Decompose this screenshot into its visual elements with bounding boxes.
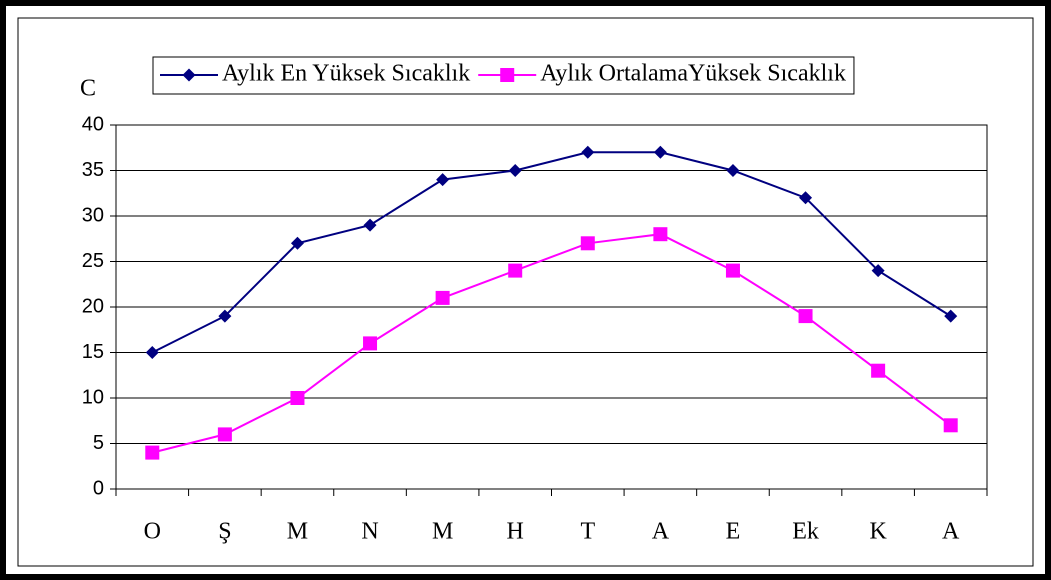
data-point xyxy=(145,346,159,359)
y-tick-label: 5 xyxy=(93,432,104,454)
data-point xyxy=(943,418,958,433)
data-point xyxy=(435,290,450,305)
legend-label: Aylık OrtalamaYüksek Sıcaklık xyxy=(540,61,846,87)
series-line xyxy=(151,151,952,354)
x-tick-label: M xyxy=(287,519,308,545)
legend-marker xyxy=(500,68,515,82)
data-point xyxy=(581,145,595,159)
y-tick-label: 40 xyxy=(82,113,104,135)
data-point xyxy=(580,236,595,251)
x-tick-label: E xyxy=(726,519,741,545)
data-point xyxy=(798,309,813,324)
y-tick-label: 15 xyxy=(82,341,104,363)
x-tick-label: T xyxy=(580,519,595,545)
x-tick-label: M xyxy=(432,519,453,545)
x-tick-label: N xyxy=(361,519,378,545)
data-point xyxy=(653,145,667,159)
x-tick-label: A xyxy=(942,519,960,545)
data-point xyxy=(217,427,232,442)
data-point xyxy=(944,309,958,323)
data-point xyxy=(508,263,523,278)
data-point xyxy=(290,236,304,250)
y-tick-label: 10 xyxy=(82,386,104,408)
data-point xyxy=(725,263,740,278)
data-point xyxy=(363,336,378,351)
x-tick-label: Ek xyxy=(792,519,819,545)
y-tick-label: 25 xyxy=(82,250,104,272)
data-point xyxy=(363,218,377,232)
y-tick-label: 30 xyxy=(82,204,104,226)
data-point xyxy=(436,173,450,187)
legend-marker xyxy=(182,68,196,82)
data-point xyxy=(726,164,740,177)
y-axis-label: C xyxy=(80,76,96,102)
x-tick-label: Ş xyxy=(218,519,231,545)
data-point xyxy=(653,227,668,242)
data-point xyxy=(799,191,813,205)
y-tick-label: 35 xyxy=(82,159,104,181)
data-point xyxy=(871,363,886,378)
data-point xyxy=(218,309,232,323)
data-point xyxy=(145,445,160,460)
y-tick-label: 20 xyxy=(82,295,104,317)
series-line xyxy=(152,233,952,454)
chart-frame xyxy=(17,17,1034,567)
legend-label: Aylık En Yüksek Sıcaklık xyxy=(222,61,470,87)
x-tick-label: H xyxy=(507,519,524,545)
x-tick-label: K xyxy=(869,519,887,545)
data-point xyxy=(508,164,522,177)
y-tick-label: 0 xyxy=(93,477,104,499)
data-point xyxy=(290,391,305,405)
data-point xyxy=(871,264,885,278)
x-tick-label: O xyxy=(144,519,161,545)
x-tick-label: A xyxy=(652,519,670,545)
